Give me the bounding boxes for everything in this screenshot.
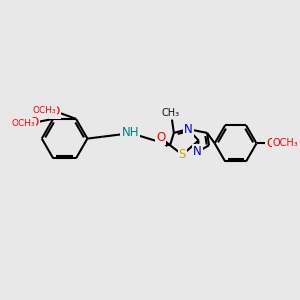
Text: O: O xyxy=(50,105,60,118)
Text: N: N xyxy=(193,146,202,158)
Text: O: O xyxy=(156,131,165,144)
Text: S: S xyxy=(179,148,186,161)
Text: N: N xyxy=(184,123,193,136)
Text: NH: NH xyxy=(122,126,139,140)
Text: OCH₃: OCH₃ xyxy=(273,138,298,148)
Text: O: O xyxy=(30,116,39,129)
Text: CH₃: CH₃ xyxy=(162,108,180,118)
Text: OCH₃: OCH₃ xyxy=(33,106,56,115)
Text: OCH₃: OCH₃ xyxy=(12,119,36,128)
Text: O: O xyxy=(266,137,275,150)
